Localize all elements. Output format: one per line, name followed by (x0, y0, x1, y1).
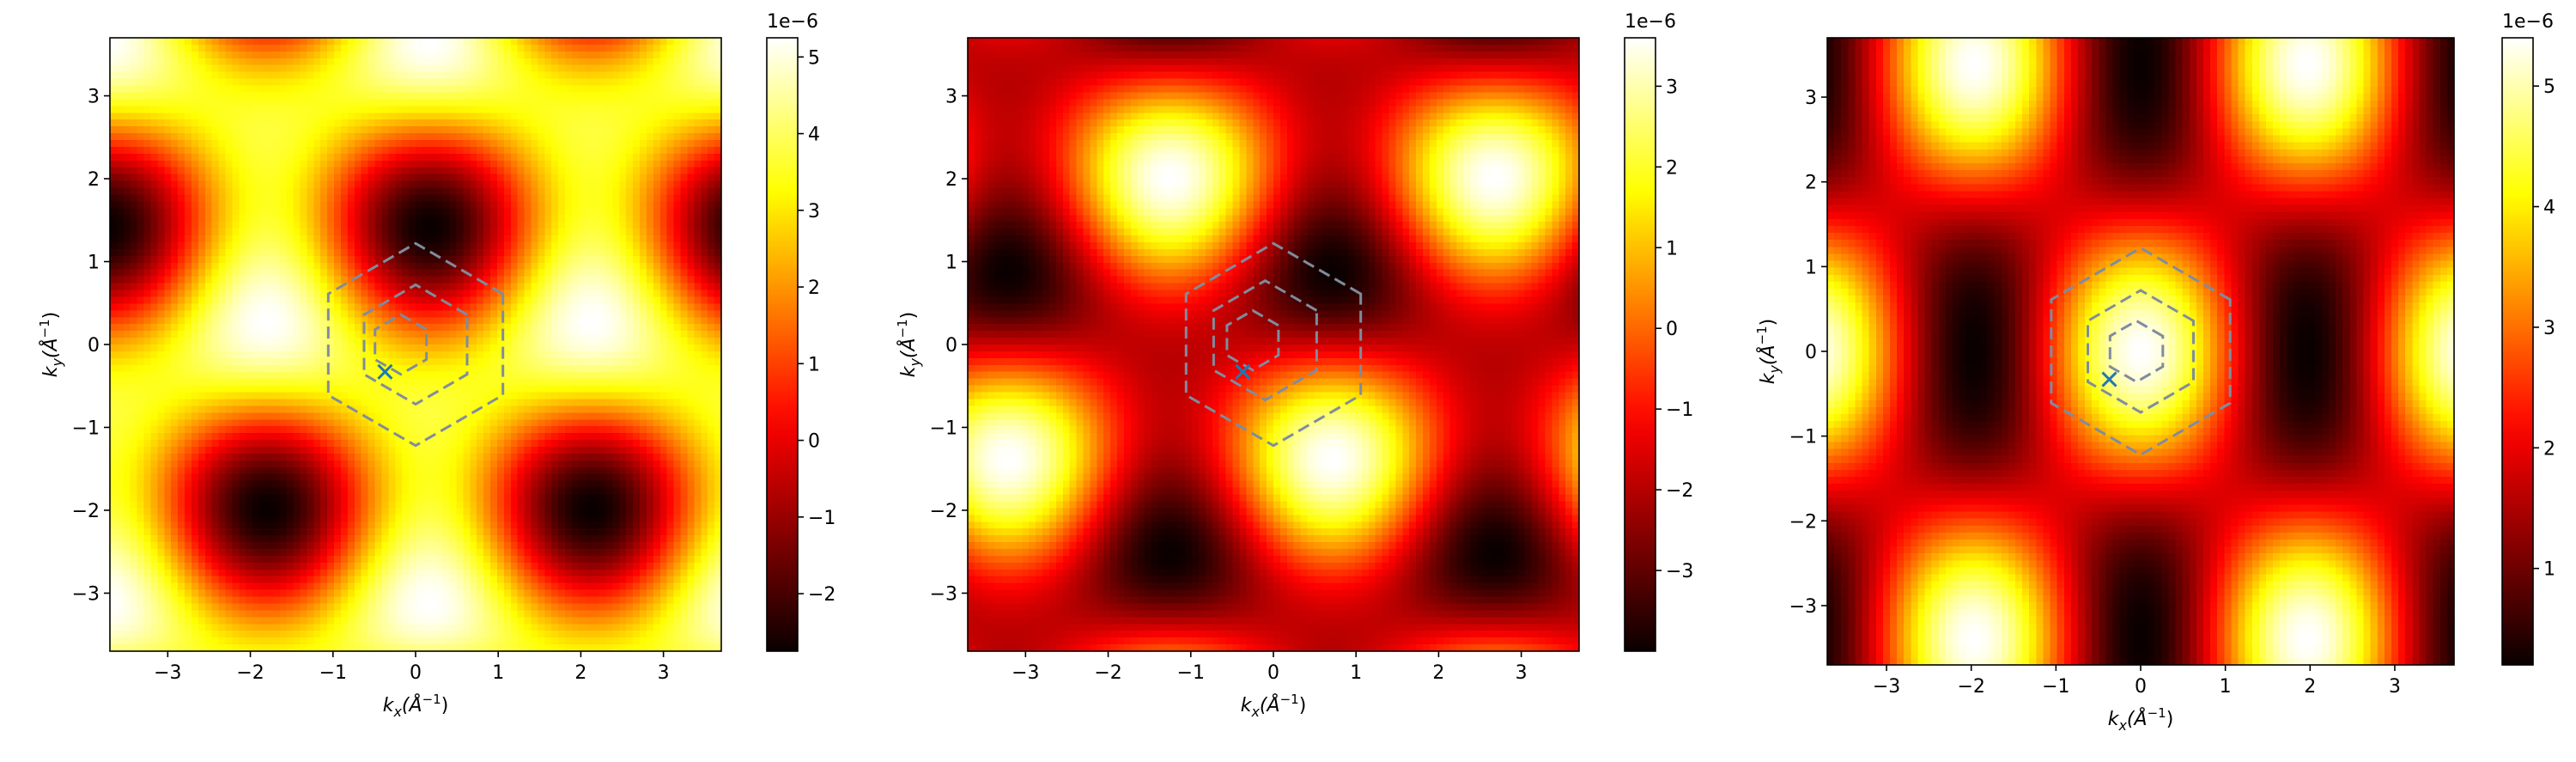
colorbar (1624, 37, 1656, 652)
x-tick-label: 3 (658, 662, 670, 684)
k-point-marker (377, 363, 393, 380)
x-tick-label: 2 (1432, 662, 1444, 684)
y-tick-label: 1 (88, 253, 100, 274)
y-tick-label: −3 (1789, 596, 1817, 618)
y-tick-label: 3 (945, 87, 957, 108)
colorbar-offset-text: 1e−6 (1625, 11, 1676, 33)
y-tick-label: 0 (945, 335, 957, 357)
brillouin-zone-hexagon-3 (1225, 308, 1280, 372)
x-tick-label: −2 (236, 662, 264, 684)
x-tick-label: 1 (1350, 662, 1362, 684)
brillouin-zone-hexagon-2 (1212, 278, 1318, 402)
x-axis-label: kx(Å−1) (1241, 692, 1307, 720)
y-tick-label: 2 (945, 169, 957, 191)
colorbar-tick-label: −3 (1666, 561, 1693, 582)
brillouin-zone-hexagon-1 (326, 241, 505, 448)
svg-text:ky(Å−1): ky(Å−1) (37, 312, 65, 378)
svg-text:ky(Å−1): ky(Å−1) (895, 312, 923, 378)
heatmap-image (110, 38, 721, 651)
x-tick-label: 1 (2220, 676, 2232, 698)
x-tick-label: 0 (1267, 662, 1279, 684)
y-tick-label: −2 (72, 501, 100, 522)
y-tick-label: 2 (1805, 173, 1817, 194)
colorbar-tick-label: 3 (1666, 76, 1678, 98)
x-tick-label: 0 (410, 662, 422, 684)
colorbar-tick-label: 2 (2543, 438, 2555, 460)
colorbar-tick-label: 1 (808, 354, 820, 375)
colorbar-tick-label: 0 (1666, 319, 1678, 340)
brillouin-zone-hexagon-1 (1184, 241, 1363, 448)
x-tick-label: −1 (319, 662, 347, 684)
y-tick-label: 0 (1805, 342, 1817, 363)
colorbar (2501, 37, 2534, 666)
colorbar-tick-label: 1 (1666, 238, 1678, 259)
x-tick-label: −3 (154, 662, 181, 684)
x-tick-label: −3 (1012, 662, 1039, 684)
brillouin-zone-hexagon-1 (2050, 246, 2232, 457)
colorbar (766, 37, 799, 652)
y-tick-label: 3 (88, 87, 100, 108)
x-tick-label: 0 (2135, 676, 2147, 698)
y-tick-label: −1 (1789, 427, 1817, 448)
brillouin-zone-hexagon-2 (2087, 289, 2195, 414)
heatmap-image (968, 38, 1579, 651)
colorbar-tick-label: 5 (808, 47, 820, 69)
x-tick-label: 3 (2389, 676, 2401, 698)
colorbar-tick-label: −2 (1666, 480, 1693, 502)
x-tick-label: −2 (1094, 662, 1121, 684)
y-tick-label: 3 (1805, 88, 1817, 109)
brillouin-zone-hexagon-2 (362, 283, 469, 406)
x-tick-label: 2 (574, 662, 586, 684)
x-axis-label: kx(Å−1) (383, 692, 449, 720)
colorbar-tick-label: 2 (1666, 157, 1678, 179)
x-tick-label: 1 (492, 662, 504, 684)
y-tick-label: 1 (1805, 257, 1817, 278)
y-axis-label: ky(Å−1) (895, 312, 923, 378)
x-axis-label: kx(Å−1) (2108, 705, 2174, 734)
colorbar-tick-label: 2 (808, 277, 820, 299)
colorbar-tick-label: 3 (808, 201, 820, 223)
y-tick-label: −3 (930, 583, 957, 605)
y-tick-label: −2 (1789, 511, 1817, 533)
y-axis-label: ky(Å−1) (37, 312, 65, 378)
colorbar-tick-label: 5 (2543, 76, 2555, 98)
k-point-marker (1235, 363, 1251, 380)
x-tick-label: −3 (1873, 676, 1900, 698)
y-tick-label: 0 (88, 335, 100, 357)
y-tick-label: −1 (930, 418, 957, 439)
heatmap-image (1827, 38, 2454, 665)
x-tick-label: −1 (2042, 676, 2069, 698)
y-tick-label: 2 (88, 169, 100, 191)
colorbar-tick-label: 1 (2543, 559, 2555, 581)
colorbar-offset-text: 1e−6 (767, 11, 818, 33)
x-tick-label: 3 (1516, 662, 1528, 684)
colorbar-tick-label: 4 (2543, 198, 2555, 219)
colorbar-tick-label: −1 (1666, 399, 1693, 421)
y-tick-label: −3 (72, 583, 100, 605)
x-tick-label: 2 (2304, 676, 2316, 698)
y-tick-label: −1 (72, 418, 100, 439)
y-tick-label: −2 (930, 501, 957, 522)
colorbar-offset-text: 1e−6 (2502, 11, 2554, 33)
x-tick-label: −1 (1177, 662, 1205, 684)
colorbar-tick-label: −1 (808, 508, 835, 529)
colorbar-tick-label: 3 (2543, 318, 2555, 339)
axes-frame (1826, 37, 2455, 666)
brillouin-zone-hexagon-3 (2108, 319, 2165, 384)
colorbar-tick-label: 4 (808, 125, 820, 146)
y-tick-label: 1 (945, 253, 957, 274)
colorbar-tick-label: −2 (808, 584, 835, 606)
x-tick-label: −2 (1957, 676, 1984, 698)
y-axis-label: ky(Å−1) (1754, 319, 1783, 385)
brillouin-zone-hexagon-3 (374, 313, 428, 376)
svg-text:ky(Å−1): ky(Å−1) (1754, 319, 1783, 385)
colorbar-tick-label: 0 (808, 431, 820, 453)
k-point-marker (2101, 371, 2117, 387)
